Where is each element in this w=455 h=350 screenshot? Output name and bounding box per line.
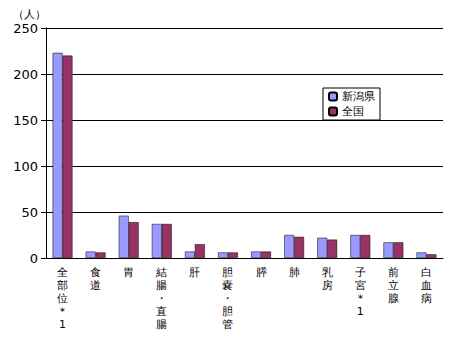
svg-text:立: 立	[388, 279, 399, 292]
svg-text:血: 血	[421, 279, 432, 292]
svg-text:道: 道	[90, 279, 101, 292]
svg-text:乳: 乳	[322, 266, 333, 279]
svg-text:子: 子	[355, 266, 366, 279]
svg-text:0: 0	[30, 251, 38, 266]
svg-text:部: 部	[57, 279, 68, 292]
svg-text:新潟県: 新潟県	[342, 90, 375, 103]
svg-text:胆: 胆	[222, 266, 233, 279]
svg-text:位: 位	[57, 292, 68, 305]
svg-text:・: ・	[222, 292, 233, 305]
svg-text:宮: 宮	[355, 279, 366, 292]
svg-text:・: ・	[156, 292, 167, 305]
svg-text:房: 房	[322, 279, 333, 292]
svg-text:肝: 肝	[189, 266, 200, 279]
svg-text:白: 白	[421, 266, 432, 279]
svg-text:150: 150	[13, 113, 38, 128]
svg-text:（人）: （人）	[13, 8, 46, 21]
svg-text:200: 200	[13, 67, 38, 82]
svg-text:肺: 肺	[289, 266, 300, 279]
svg-text:腸: 腸	[156, 279, 167, 292]
svg-text:＊: ＊	[57, 305, 68, 318]
svg-text:250: 250	[13, 21, 38, 36]
svg-text:直: 直	[156, 305, 167, 318]
svg-text:腸: 腸	[156, 318, 167, 331]
svg-text:胃: 胃	[123, 266, 134, 279]
svg-text:嚢: 嚢	[222, 279, 233, 292]
svg-text:結: 結	[155, 266, 167, 279]
svg-text:前: 前	[388, 266, 399, 279]
svg-text:胆: 胆	[222, 305, 233, 318]
svg-text:食: 食	[90, 266, 101, 279]
svg-text:全国: 全国	[342, 105, 364, 118]
svg-text:1: 1	[59, 318, 66, 331]
svg-text:100: 100	[13, 159, 38, 174]
svg-text:膵: 膵	[256, 266, 267, 279]
svg-text:管: 管	[222, 318, 233, 331]
svg-text:全: 全	[57, 266, 68, 279]
svg-text:腺: 腺	[388, 292, 399, 305]
svg-text:＊: ＊	[355, 292, 366, 305]
svg-text:病: 病	[421, 292, 432, 305]
svg-text:50: 50	[21, 205, 38, 220]
svg-text:1: 1	[357, 305, 364, 318]
